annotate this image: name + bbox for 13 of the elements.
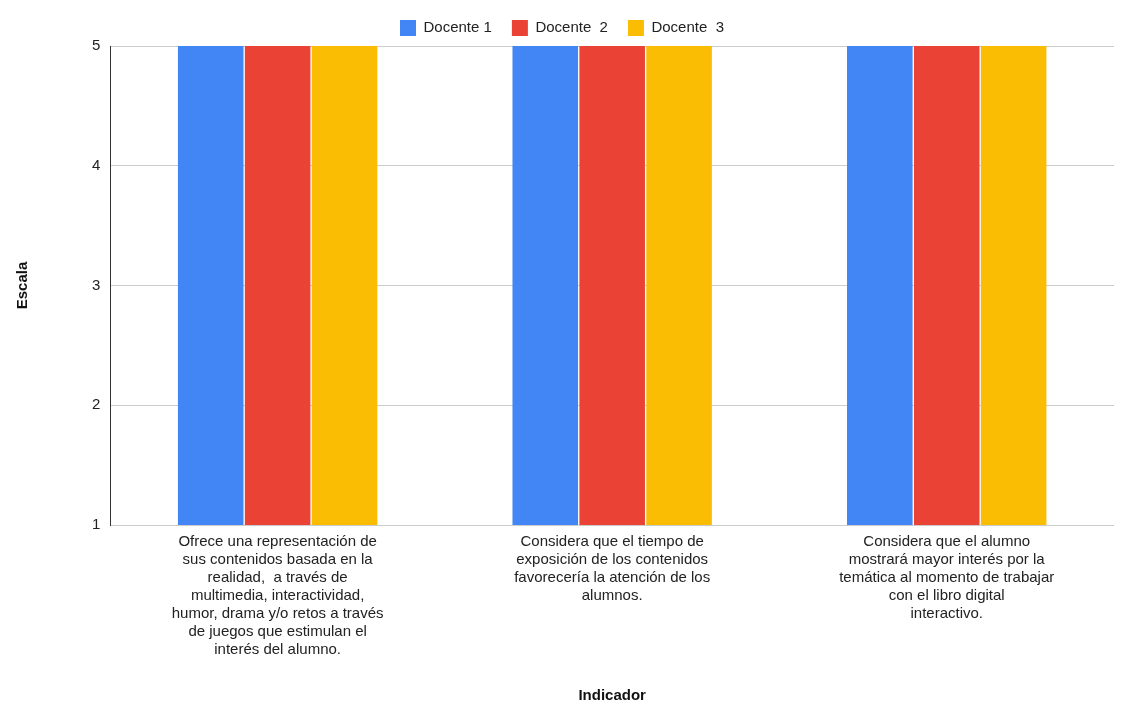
legend-label: Docente 1 xyxy=(423,18,492,36)
legend-label: Docente 3 xyxy=(651,18,724,36)
y-axis-title: Escala xyxy=(13,261,31,310)
x-axis-title: Indicador xyxy=(578,686,647,704)
y-tick-label: 4 xyxy=(92,155,101,173)
x-tick-label: Ofrece una representación de sus contenidos basada en la realidad, a través de multimedia, interactividad, humor, drama y/o retos a través de juegos que estimulan el interés del alumno. xyxy=(171,532,384,658)
x-tick-label: Considera que el alumno mostrará mayor interés por la temática al momento de trabajar con el libro digital interactivo. xyxy=(839,532,1055,622)
y-tick-label: 5 xyxy=(92,36,101,54)
y-tick-label: 2 xyxy=(92,395,101,413)
x-tick-label: Considera que el tiempo de exposición de los contenidos favorecería la atención de los alumnos. xyxy=(514,532,711,604)
y-tick-label: 1 xyxy=(92,515,101,533)
legend-label: Docente 2 xyxy=(535,18,608,36)
y-tick-label: 3 xyxy=(92,275,101,293)
